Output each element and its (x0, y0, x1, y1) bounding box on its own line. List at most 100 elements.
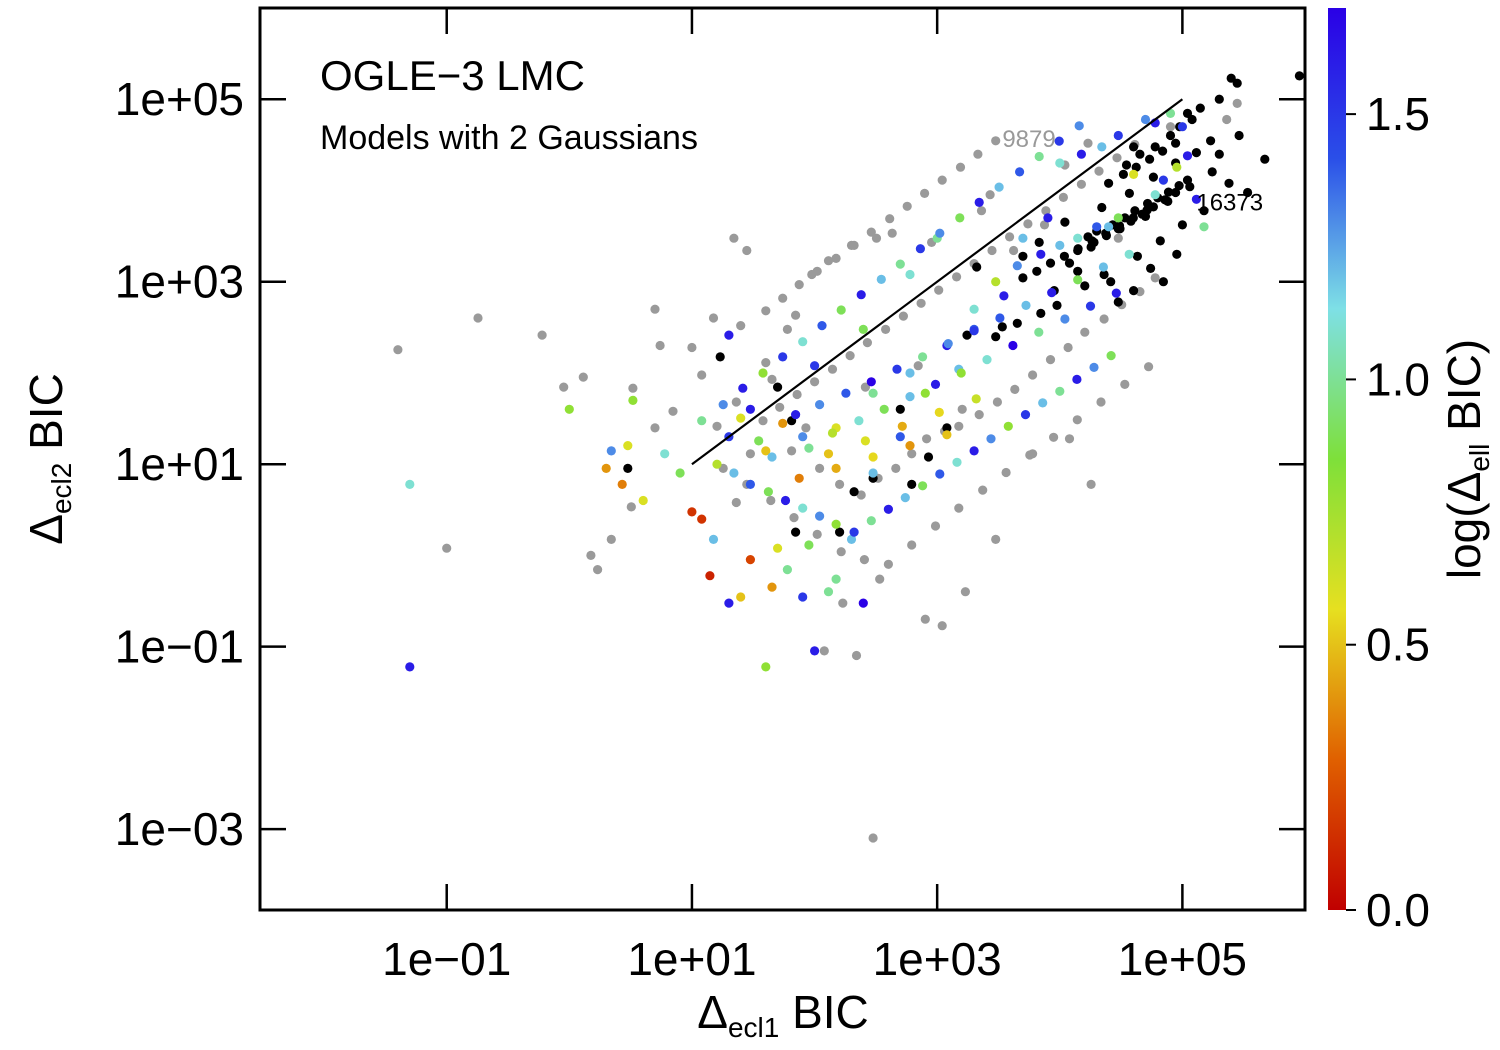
data-point (943, 339, 953, 349)
data-point (1074, 121, 1084, 131)
data-point (1160, 195, 1170, 205)
data-point (697, 514, 707, 524)
data-point (736, 321, 746, 331)
data-point (937, 621, 947, 631)
data-point (778, 352, 788, 362)
data-point (708, 534, 719, 545)
data-point (1023, 219, 1033, 229)
x-tick-label: 1e+05 (1118, 933, 1247, 985)
data-point (1060, 314, 1070, 324)
x-tick-label: 1e+01 (627, 933, 756, 985)
data-point (745, 555, 756, 565)
y-axis-label-suffix: BIC (20, 373, 72, 462)
data-point (1032, 266, 1042, 276)
data-point (892, 364, 902, 374)
data-point (761, 662, 771, 672)
data-point (876, 274, 886, 284)
data-point (1124, 249, 1134, 259)
data-point (913, 361, 923, 371)
data-point (812, 266, 822, 276)
data-point (1150, 190, 1160, 200)
data-point (705, 571, 715, 581)
data-point (815, 400, 825, 410)
data-point (650, 423, 660, 433)
data-point (724, 330, 734, 340)
data-point (798, 503, 808, 513)
data-point (969, 326, 979, 336)
data-point (791, 410, 801, 420)
data-point (1174, 181, 1184, 191)
data-point (810, 361, 820, 371)
y-tick-label: 1e+05 (115, 73, 244, 125)
data-point (731, 497, 741, 508)
plot-subtitle: Models with 2 Gaussians (320, 119, 698, 157)
data-point (1165, 122, 1176, 132)
y-axis-label-subscript: ecl2 (46, 463, 77, 514)
data-point (1097, 202, 1107, 213)
data-point (868, 468, 878, 478)
data-point (442, 543, 452, 553)
data-point (1145, 154, 1155, 164)
data-point (934, 285, 944, 295)
data-point (712, 421, 722, 431)
data-point (982, 355, 992, 365)
data-point (660, 449, 670, 459)
data-point (999, 291, 1009, 301)
data-point (895, 432, 905, 442)
data-point (883, 504, 894, 514)
data-point (1260, 154, 1270, 164)
data-point (935, 469, 945, 479)
data-point (606, 534, 616, 545)
data-point (942, 430, 952, 440)
data-point (697, 370, 707, 380)
data-point (697, 416, 707, 426)
data-point (1113, 297, 1123, 307)
data-point (564, 404, 574, 414)
data-point (898, 311, 909, 321)
data-point (823, 256, 834, 266)
data-point (812, 529, 822, 540)
data-point (1094, 166, 1104, 176)
data-point (851, 650, 862, 661)
data-point (767, 452, 777, 462)
data-point (1018, 233, 1028, 243)
data-point (854, 416, 864, 426)
data-point (1158, 277, 1168, 287)
data-point (1052, 300, 1062, 310)
data-point (1182, 175, 1193, 185)
x-axis-label-subscript: ecl1 (728, 1012, 779, 1043)
data-point (1073, 244, 1083, 254)
data-point (838, 598, 848, 608)
data-point (626, 502, 636, 512)
data-point (1148, 172, 1158, 182)
data-point (758, 368, 768, 378)
data-point (815, 511, 825, 521)
data-point (778, 293, 788, 303)
data-point (952, 457, 962, 467)
y-axis-label-symbol: Δ (20, 514, 72, 545)
data-point (1135, 149, 1145, 159)
data-point (895, 259, 905, 269)
data-point (1087, 236, 1097, 246)
data-point (1191, 194, 1201, 204)
data-point (1012, 318, 1022, 328)
data-point (745, 479, 756, 489)
data-point (868, 833, 878, 843)
data-point (1063, 342, 1073, 353)
data-point (956, 368, 966, 378)
data-point (1060, 217, 1070, 227)
data-point (628, 395, 638, 405)
data-point (1018, 273, 1028, 283)
data-point (767, 374, 777, 384)
data-point (985, 190, 995, 200)
data-point (845, 351, 855, 361)
data-point (578, 372, 588, 382)
data-point (1055, 158, 1065, 168)
data-point (960, 587, 971, 597)
data-point (1045, 258, 1056, 268)
data-point (827, 364, 838, 374)
data-point (881, 324, 891, 334)
data-point (868, 452, 878, 462)
data-point (810, 646, 820, 656)
data-point (971, 394, 981, 404)
